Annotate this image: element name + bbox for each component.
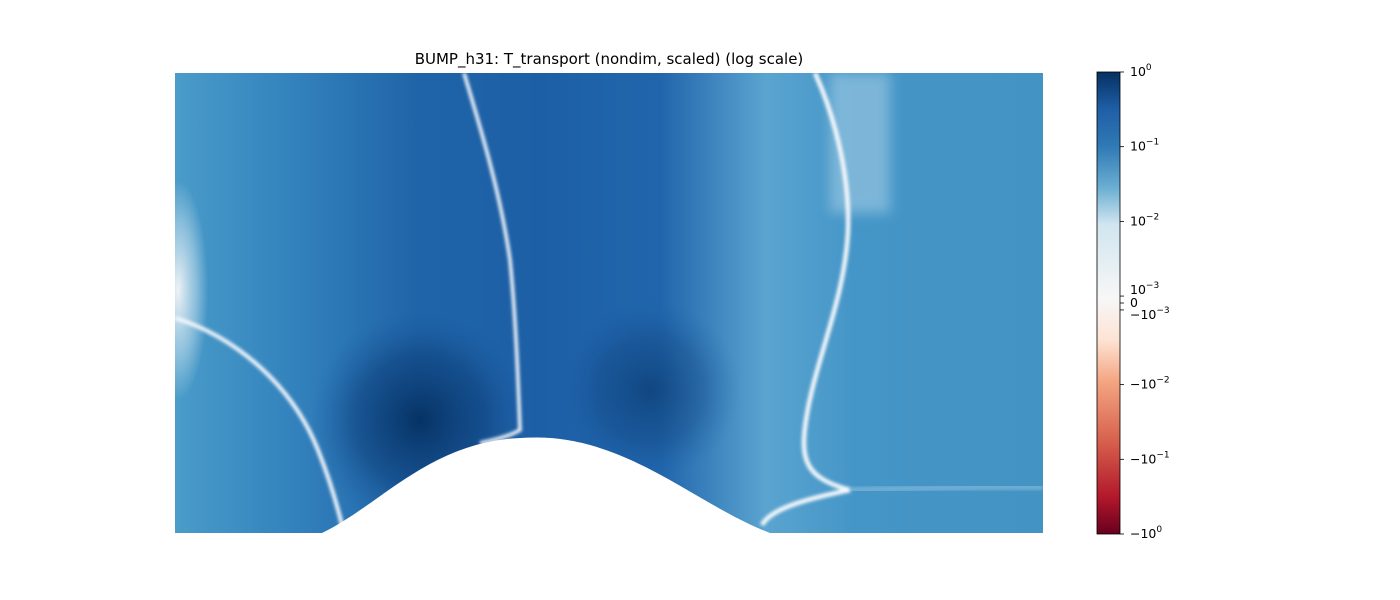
colorbar-tick-base: 10 [1130, 213, 1146, 228]
colorbar-tick-label: 10−1 [1130, 138, 1159, 154]
colorbar-gradient [1096, 71, 1121, 535]
heatmap-plot [175, 73, 1043, 533]
colorbar-tick-base: 10 [1130, 282, 1146, 297]
colorbar-tick-label: 10−2 [1130, 212, 1159, 228]
colorbar-tick-base: 10 [1130, 64, 1146, 79]
colorbar-tick-base: −10 [1130, 526, 1156, 541]
colorbar-tick-label: −10−1 [1130, 450, 1170, 466]
colorbar-tick-label: 10−3 [1130, 281, 1159, 297]
colorbar-tick-base: −10 [1130, 307, 1156, 322]
colorbar-tick-exponent: −1 [1146, 138, 1159, 148]
heatmap-dark-core-right [560, 300, 740, 480]
colorbar-tick-exponent: −2 [1156, 376, 1169, 386]
bump-geometry [322, 437, 770, 533]
colorbar-tick-label: 100 [1130, 63, 1152, 79]
colorbar-tick-exponent: −3 [1156, 306, 1169, 316]
colorbar-tick-label: 0 [1130, 295, 1138, 310]
colorbar-tick-base: 10 [1130, 139, 1146, 154]
chart-title: BUMP_h31: T_transport (nondim, scaled) (… [415, 50, 804, 69]
colorbar-tick-base: 0 [1130, 295, 1138, 310]
heatmap-contour-middle [462, 73, 522, 445]
colorbar-tick-exponent: −3 [1146, 281, 1159, 291]
colorbar-tick-exponent: 0 [1156, 525, 1162, 535]
colorbar-tick-label: −10−3 [1130, 306, 1170, 322]
heatmap-contour-left [175, 316, 344, 526]
heatmap-pale-inlet [175, 180, 208, 400]
heatmap-contour-right [760, 73, 851, 527]
heatmap-wake-band [849, 484, 1043, 493]
colorbar-tick-exponent: −1 [1156, 450, 1169, 460]
colorbar-tick-label: −10−2 [1130, 376, 1170, 392]
colorbar-tick-exponent: 0 [1146, 63, 1152, 73]
colorbar-tick-label: −100 [1130, 525, 1162, 541]
colorbar-tick-base: −10 [1130, 377, 1156, 392]
colorbar-tick-base: −10 [1130, 451, 1156, 466]
colorbar-tick-exponent: −2 [1146, 212, 1159, 222]
